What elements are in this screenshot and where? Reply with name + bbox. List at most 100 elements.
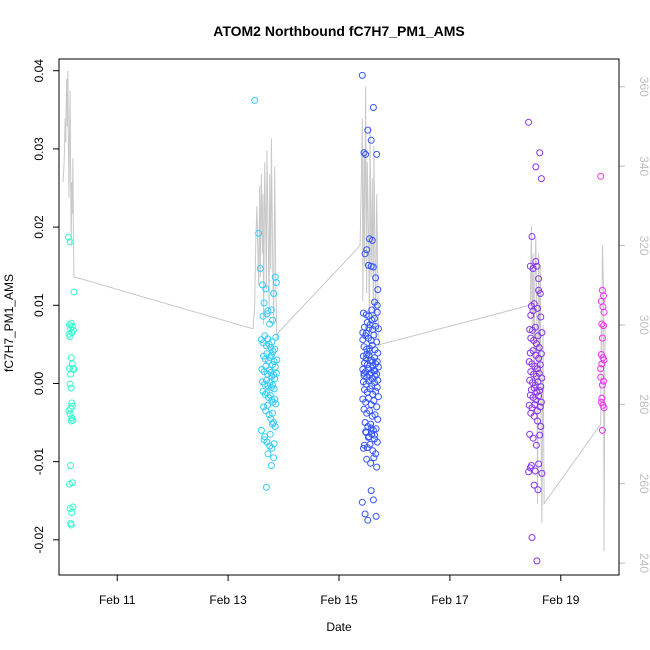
data-point bbox=[367, 136, 375, 144]
data-point bbox=[358, 498, 366, 506]
data-point bbox=[260, 436, 268, 444]
y2-tick-label: 340 bbox=[637, 156, 650, 176]
data-point bbox=[373, 301, 381, 309]
data-point bbox=[272, 333, 280, 341]
data-point bbox=[70, 365, 78, 373]
data-point bbox=[369, 496, 377, 504]
y2-tick-label: 280 bbox=[637, 394, 650, 414]
data-point bbox=[67, 384, 75, 392]
data-point bbox=[263, 310, 271, 318]
data-point bbox=[536, 149, 544, 157]
data-point bbox=[367, 459, 375, 467]
x-tick-label: Feb 13 bbox=[209, 593, 247, 607]
data-point bbox=[370, 397, 378, 405]
data-point bbox=[67, 319, 75, 327]
data-point bbox=[271, 345, 279, 353]
data-point bbox=[64, 233, 72, 241]
data-point bbox=[366, 385, 374, 393]
data-point bbox=[267, 306, 275, 314]
data-point bbox=[367, 487, 375, 495]
data-point bbox=[264, 307, 272, 315]
data-point bbox=[366, 344, 373, 352]
data-point bbox=[259, 378, 266, 386]
data-point bbox=[525, 118, 533, 126]
data-point bbox=[373, 308, 381, 316]
data-point bbox=[66, 410, 74, 418]
data-point bbox=[364, 516, 372, 524]
data-point bbox=[371, 431, 378, 439]
data-point bbox=[374, 363, 382, 371]
data-point bbox=[600, 308, 608, 316]
data-point bbox=[600, 404, 608, 412]
data-point bbox=[362, 329, 370, 337]
data-point bbox=[597, 373, 605, 381]
data-point bbox=[366, 440, 374, 448]
data-point bbox=[269, 381, 276, 389]
data-point bbox=[273, 356, 281, 364]
data-point bbox=[255, 229, 263, 237]
data-point bbox=[268, 338, 276, 346]
data-point bbox=[367, 424, 375, 432]
chart-title: ATOM2 Northbound fC7H7_PM1_AMS bbox=[213, 23, 465, 39]
x-tick-label: Feb 15 bbox=[320, 593, 358, 607]
y2-tick-label: 240 bbox=[637, 553, 650, 573]
data-point bbox=[366, 407, 373, 415]
data-point bbox=[66, 380, 74, 388]
data-point bbox=[361, 250, 369, 258]
data-point bbox=[66, 238, 74, 246]
x-tick-label: Feb 19 bbox=[542, 593, 580, 607]
x-axis-label: Date bbox=[326, 620, 352, 634]
data-point bbox=[370, 331, 378, 339]
data-point bbox=[370, 454, 378, 462]
data-point bbox=[262, 285, 270, 293]
data-point bbox=[536, 403, 544, 411]
data-point bbox=[535, 275, 543, 283]
data-point bbox=[535, 286, 543, 294]
data-point bbox=[372, 450, 380, 458]
data-point bbox=[532, 441, 540, 449]
data-point bbox=[374, 325, 382, 333]
data-point bbox=[538, 329, 546, 337]
data-point bbox=[598, 334, 606, 342]
data-point bbox=[251, 96, 259, 104]
data-point bbox=[270, 419, 278, 426]
data-point bbox=[537, 398, 545, 406]
plot-frame bbox=[58, 58, 620, 576]
data-point bbox=[362, 150, 370, 158]
data-point bbox=[270, 385, 278, 393]
data-point bbox=[363, 455, 371, 463]
data-point bbox=[260, 403, 268, 411]
data-point bbox=[360, 149, 368, 157]
data-point bbox=[532, 258, 540, 265]
data-point bbox=[369, 104, 377, 111]
data-point bbox=[598, 320, 606, 328]
data-point bbox=[259, 312, 267, 320]
data-point bbox=[531, 467, 539, 475]
data-point bbox=[256, 265, 264, 272]
data-point bbox=[264, 450, 272, 458]
series-1 bbox=[64, 233, 78, 529]
data-point bbox=[597, 365, 605, 373]
data-point bbox=[368, 316, 376, 324]
data-point bbox=[537, 383, 545, 391]
data-point bbox=[373, 463, 381, 471]
data-point bbox=[528, 534, 536, 541]
data-point bbox=[598, 360, 606, 368]
data-point bbox=[358, 71, 366, 79]
y-tick-label: -0.01 bbox=[32, 448, 46, 476]
data-point bbox=[535, 392, 543, 400]
data-point bbox=[529, 434, 537, 442]
data-point bbox=[537, 313, 545, 321]
data-point bbox=[537, 175, 545, 183]
y-axis-label: fC7H7_PM1_AMS bbox=[2, 274, 16, 372]
data-point bbox=[67, 462, 75, 469]
data-point bbox=[530, 300, 538, 308]
series-4 bbox=[525, 118, 546, 565]
y-tick-label: 0.01 bbox=[32, 293, 46, 317]
data-point bbox=[69, 503, 77, 511]
y-tick-label: 0.00 bbox=[32, 371, 46, 395]
data-point bbox=[269, 316, 276, 324]
data-point bbox=[368, 358, 376, 366]
